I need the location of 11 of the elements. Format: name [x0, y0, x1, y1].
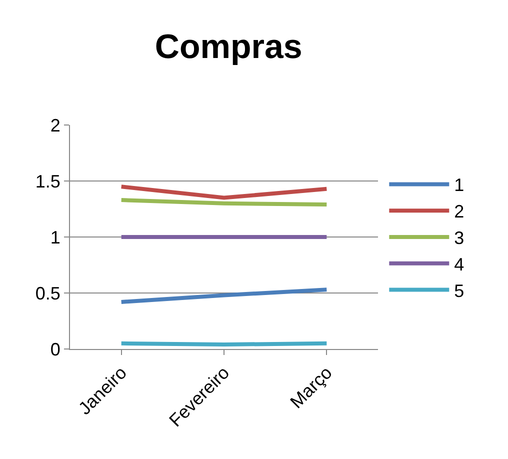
y-tick-label: 0.5	[35, 283, 60, 304]
legend-label: 2	[454, 202, 464, 222]
y-tick-label: 1.5	[35, 171, 60, 192]
legend-label: 1	[454, 175, 464, 196]
y-tick-label: 1	[50, 227, 60, 248]
y-tick-label: 2	[50, 115, 60, 136]
y-tick-label: 0	[50, 339, 60, 360]
legend-label: 3	[454, 228, 464, 248]
legend-label: 5	[454, 280, 464, 301]
legend-label: 4	[454, 254, 464, 274]
chart-title: Compras	[154, 28, 302, 66]
